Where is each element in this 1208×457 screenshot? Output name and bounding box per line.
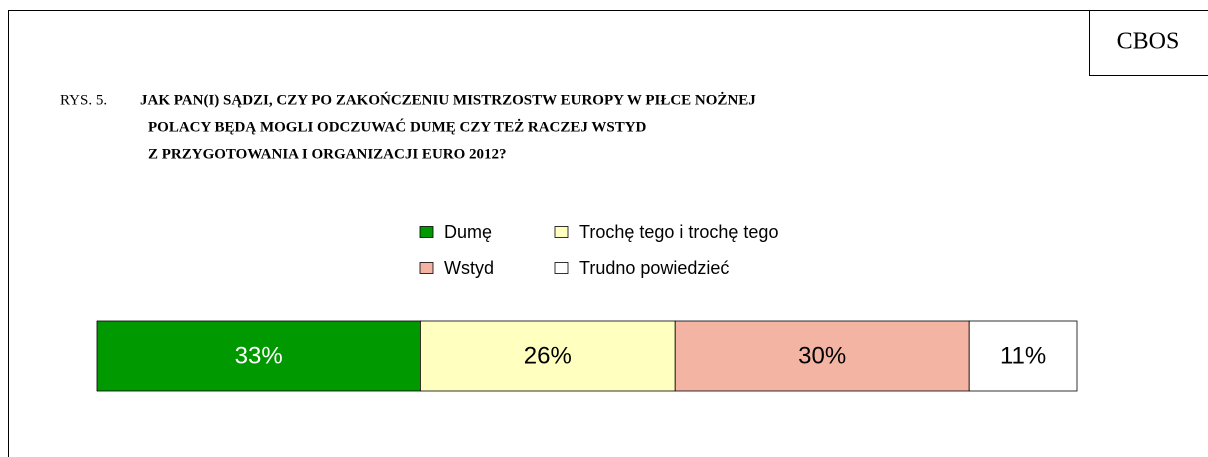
bar-segment bbox=[968, 320, 1078, 392]
legend-label: Dumę bbox=[444, 222, 492, 242]
legend-swatch bbox=[419, 262, 434, 274]
legend-label: Trudno powiedzieć bbox=[579, 258, 729, 278]
data-label: 30% bbox=[798, 342, 846, 369]
bar-segment bbox=[96, 320, 421, 392]
legend-swatch bbox=[419, 226, 434, 238]
legend-swatch bbox=[554, 226, 569, 238]
legend-label: Wstyd bbox=[444, 258, 494, 278]
frame bbox=[8, 10, 1208, 457]
source-box bbox=[1089, 10, 1208, 76]
legend-swatch bbox=[554, 262, 569, 274]
figure-label: RYS. 5. bbox=[60, 92, 107, 108]
data-label: 11% bbox=[1000, 342, 1046, 369]
data-label: 26% bbox=[524, 342, 572, 369]
title-line: JAK PAN(I) SĄDZI, CZY PO ZAKOŃCZENIU MIS… bbox=[140, 91, 756, 108]
bar-segment bbox=[419, 320, 676, 392]
title-line: POLACY BĘDĄ MOGLI ODCZUWAĆ DUMĘ CZY TEŻ … bbox=[148, 118, 647, 135]
source: CBOS bbox=[1117, 29, 1180, 55]
legend-label: Trochę tego i trochę tego bbox=[579, 222, 778, 242]
title-line: Z PRZYGOTOWANIA I ORGANIZACJI EURO 2012? bbox=[148, 146, 507, 162]
data-label: 33% bbox=[235, 342, 283, 369]
bar-segment bbox=[674, 320, 970, 392]
